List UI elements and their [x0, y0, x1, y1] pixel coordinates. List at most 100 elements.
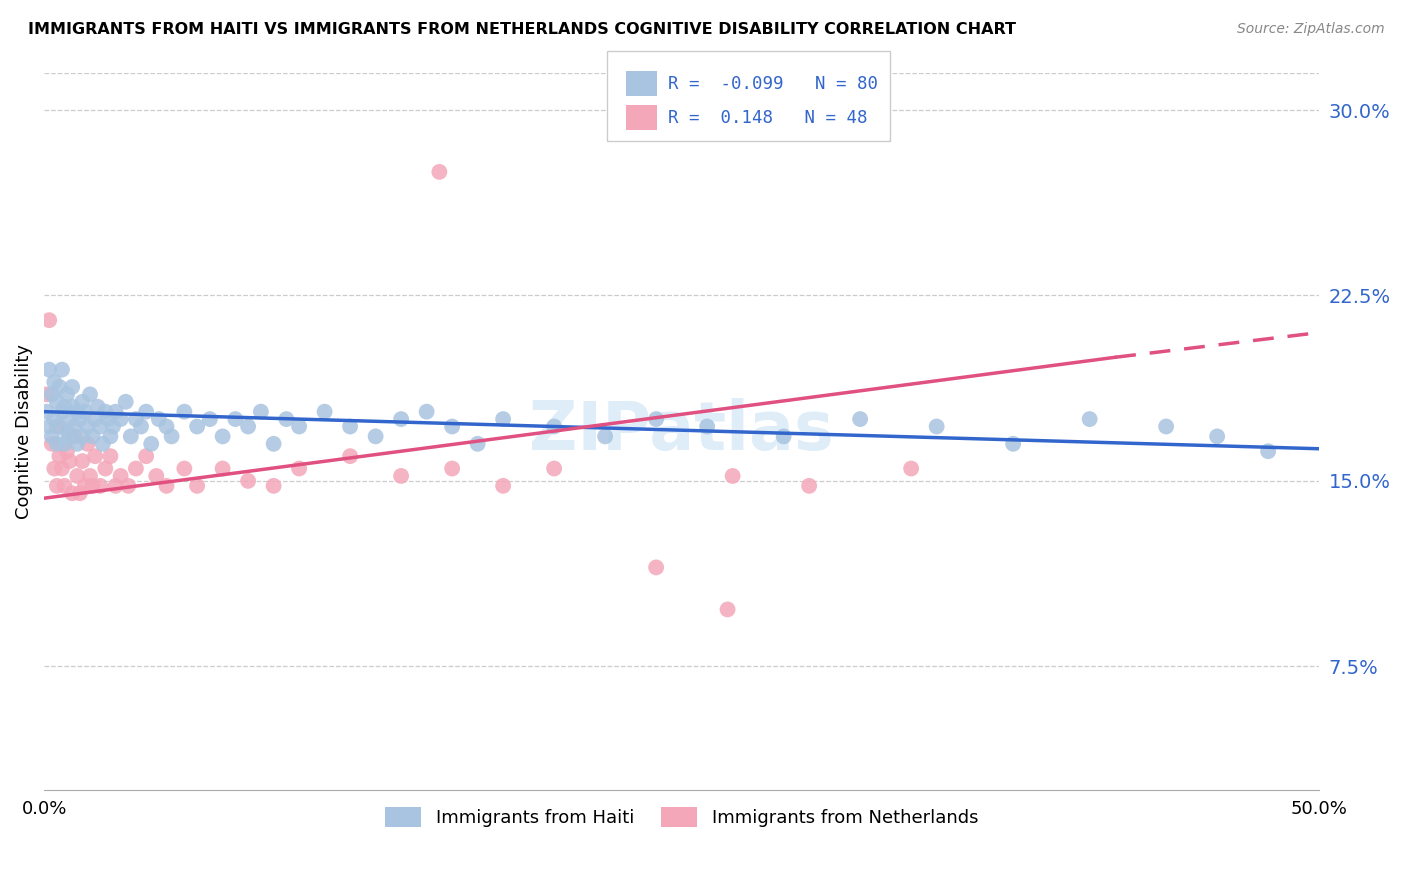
Point	[59, 454, 82, 468]
Point	[76, 437, 98, 451]
Point	[63, 419, 86, 434]
Point	[364, 429, 387, 443]
Point	[94, 461, 117, 475]
Point	[45, 394, 67, 409]
Point	[155, 479, 177, 493]
Point	[110, 469, 132, 483]
Point	[593, 429, 616, 443]
Point	[73, 479, 96, 493]
Point	[48, 380, 70, 394]
Point	[288, 419, 311, 434]
Point	[696, 419, 718, 434]
Point	[66, 469, 89, 483]
Point	[186, 479, 208, 493]
Point	[141, 437, 163, 451]
Point	[263, 437, 285, 451]
Point	[772, 429, 794, 443]
Point	[73, 405, 96, 419]
Point	[1206, 429, 1229, 443]
Point	[645, 560, 668, 574]
Point	[1154, 419, 1177, 434]
Point	[1078, 412, 1101, 426]
Point	[543, 419, 565, 434]
Point	[63, 429, 86, 443]
Point	[441, 461, 464, 475]
Point	[276, 412, 298, 426]
Point	[41, 387, 63, 401]
Point	[60, 380, 83, 394]
Point	[60, 486, 83, 500]
Point	[66, 405, 89, 419]
Point	[38, 362, 60, 376]
Point	[69, 412, 91, 426]
Point	[125, 461, 148, 475]
Point	[59, 412, 82, 426]
Point	[263, 479, 285, 493]
Point	[441, 419, 464, 434]
Point	[492, 412, 515, 426]
Point	[89, 479, 111, 493]
Point	[72, 454, 94, 468]
Point	[104, 479, 127, 493]
Point	[467, 437, 489, 451]
Point	[117, 479, 139, 493]
Point	[86, 400, 108, 414]
Point	[427, 165, 450, 179]
Point	[716, 602, 738, 616]
Point	[56, 387, 79, 401]
Point	[236, 474, 259, 488]
Text: ZIPatlas: ZIPatlas	[529, 399, 834, 465]
Point	[1257, 444, 1279, 458]
Point	[84, 449, 107, 463]
Text: IMMIGRANTS FROM HAITI VS IMMIGRANTS FROM NETHERLANDS COGNITIVE DISABILITY CORREL: IMMIGRANTS FROM HAITI VS IMMIGRANTS FROM…	[28, 22, 1017, 37]
Point	[35, 405, 58, 419]
Point	[44, 412, 66, 426]
Point	[250, 405, 273, 419]
Point	[72, 394, 94, 409]
Point	[89, 419, 111, 434]
Point	[415, 405, 437, 419]
Point	[56, 425, 79, 439]
Point	[543, 461, 565, 475]
Point	[53, 400, 76, 414]
Point	[38, 419, 60, 434]
Point	[120, 429, 142, 443]
Point	[100, 429, 122, 443]
Point	[76, 419, 98, 434]
Point	[84, 412, 107, 426]
Point	[38, 313, 60, 327]
Point	[135, 405, 157, 419]
Point	[155, 419, 177, 434]
Point	[94, 405, 117, 419]
Point	[198, 412, 221, 426]
Point	[51, 461, 73, 475]
Point	[41, 429, 63, 443]
Point	[1002, 437, 1025, 451]
Point	[35, 387, 58, 401]
Point	[925, 419, 948, 434]
Point	[645, 412, 668, 426]
Point	[145, 469, 167, 483]
Text: R =  -0.099   N = 80: R = -0.099 N = 80	[668, 75, 877, 93]
Point	[60, 400, 83, 414]
Point	[721, 469, 744, 483]
Point	[148, 412, 170, 426]
Point	[59, 429, 82, 443]
Point	[44, 375, 66, 389]
Point	[45, 419, 67, 434]
Text: R =  0.148   N = 48: R = 0.148 N = 48	[668, 109, 868, 127]
Point	[91, 437, 114, 451]
Point	[114, 394, 136, 409]
Point	[125, 412, 148, 426]
Point	[211, 461, 233, 475]
Point	[97, 412, 120, 426]
Point	[101, 419, 124, 434]
Point	[224, 412, 246, 426]
Point	[79, 387, 101, 401]
Point	[339, 449, 361, 463]
Text: Source: ZipAtlas.com: Source: ZipAtlas.com	[1237, 22, 1385, 37]
Point	[160, 429, 183, 443]
Point	[339, 419, 361, 434]
Point	[173, 405, 195, 419]
Point	[53, 479, 76, 493]
